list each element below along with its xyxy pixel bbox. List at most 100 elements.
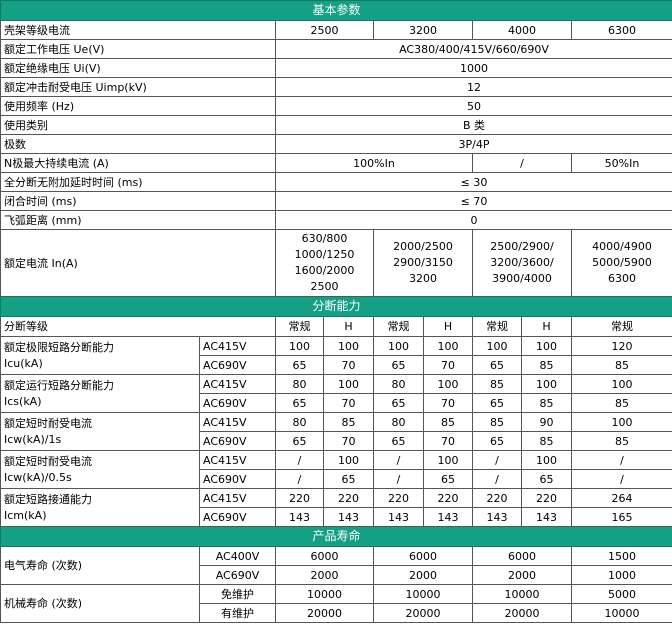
value-cell: 100 [521,336,572,356]
row-label: N极最大持续电流 (A) [0,153,276,173]
row-label: 额定短时耐受电流 Icw(kA)/1s [0,412,200,451]
table-row: 使用频率 (Hz) 50 [0,96,672,116]
value-cell: 0 [274,210,672,230]
value-cell: 6000 [373,546,473,566]
value-cell: 120 [570,336,672,356]
value-cell: ≤ 70 [274,191,672,211]
value-cell: 143 [521,507,572,527]
value-cell: 20000 [275,603,374,623]
value-cell: 100 [275,336,324,356]
text-line: Ics(kA) [4,394,42,408]
voltage-cell: AC415V [199,374,276,394]
grade-header: H [323,316,374,337]
voltage-cell: AC415V [199,336,276,356]
row-label: 额定短路接通能力 Icm(kA) [0,488,200,527]
value-cell: 1000 [570,565,672,585]
grade-header: 常规 [275,316,324,337]
value-cell: 70 [423,393,473,413]
value-cell: 100 [423,336,473,356]
voltage-cell: AC415V [199,412,276,432]
text-line: 额定短时耐受电流 [4,416,92,430]
value-cell: 65 [472,393,522,413]
text-line: Icw(kA)/1s [4,432,62,446]
table-row: 分断能力 [0,296,672,317]
table-row: 极数 3P/4P [0,134,672,154]
table-row: 额定短路接通能力 Icm(kA) AC415V 220 220 220 220 220 220 2… [0,488,672,527]
row-label: 额定绝缘电压 Ui(V) [0,58,276,78]
value-cell: 20000 [373,603,473,623]
value-cell: 70 [323,431,374,451]
value-cell: 1000 [274,58,672,78]
table-row: 全分断无附加延时时间 (ms) ≤ 30 [0,172,672,192]
text-line: 2900/3150 [393,256,453,269]
text-line: 额定短时耐受电流 [4,454,92,468]
grade-header: H [423,316,473,337]
table-row: AC690V 65 70 65 70 65 85 85 [1,431,672,451]
table-row: AC690V/65/65/65/ [1,469,672,489]
table-row: 额定短时耐受电流 Icw(kA)/1s AC415V 80 85 80 85 85 90 100 [0,412,672,451]
table-row: 基本参数 [0,0,672,21]
value-cell: 65 [323,469,374,489]
value-cell: 100 [570,412,672,432]
value-cell: 70 [323,355,374,375]
condition-cell: AC690V [199,565,276,585]
text-line: Icu(kA) [4,356,43,370]
value-cell: / [570,469,672,489]
table-row: 产品寿命 [0,526,672,547]
row-label: 飞弧距离 (mm) [0,210,276,230]
text-line: 3900/4000 [492,272,552,285]
value-cell: 50 [274,96,672,116]
value-cell: / [472,469,522,489]
value-cell: 90 [521,412,572,432]
row-label: 额定电流 In(A) [0,229,276,297]
value-cell: 65 [472,431,522,451]
value-cell: 65 [373,431,424,451]
row-label: 机械寿命 (次数) [0,584,200,623]
value-cell: 143 [423,507,473,527]
value-cell: 20000 [472,603,572,623]
value-cell: 6000 [275,546,374,566]
value-cell: 100 [570,374,672,394]
value-cell: 2000 [373,565,473,585]
text-line: 4000/4900 [592,240,652,253]
value-cell: 100 [472,336,522,356]
value-cell: 2000/2500 2900/3150 3200 [373,229,473,297]
value-cell: / [373,450,424,470]
value-cell: 80 [275,374,324,394]
value-cell: 85 [472,412,522,432]
value-cell: 143 [472,507,522,527]
value-cell: 1500 [570,546,672,566]
table-row: 机械寿命 (次数) 免维护 10000 10000 10000 5000 [0,584,672,623]
value-cell: 220 [275,488,324,508]
value-cell: ≤ 30 [274,172,672,192]
value-cell: 100 [323,450,374,470]
value-cell: 10000 [275,584,374,604]
value-cell: 2500 [275,20,374,40]
condition-cell: 有维护 [199,603,276,623]
condition-cell: 免维护 [199,584,276,604]
value-cell: 12 [274,77,672,97]
value-cell: 70 [323,393,374,413]
grade-header: 常规 [472,316,522,337]
table-row: 电气寿命 (次数) AC400V 6000 6000 6000 1500 [0,546,672,585]
value-cell: 65 [275,431,324,451]
text-line: 额定运行短路分断能力 [4,378,114,392]
value-cell: 3200 [373,20,473,40]
table-row: 额定短时耐受电流 Icw(kA)/0.5s AC415V/100/100/100/ [0,450,672,489]
table-row: 额定冲击耐受电压 Uimp(kV) 12 [0,77,672,97]
table-row: 额定电流 In(A) 630/800 1000/1250 1600/2000 2500 2… [0,229,672,297]
row-label: 使用频率 (Hz) [0,96,276,116]
row-label: 额定冲击耐受电压 Uimp(kV) [0,77,276,97]
row-label: 使用类别 [0,115,276,135]
section-title: 分断能力 [0,296,672,317]
value-cell: 220 [521,488,572,508]
value-cell: 65 [423,469,473,489]
value-cell: 4000 [472,20,572,40]
value-cell: 100%In [275,153,473,173]
value-cell: 220 [373,488,424,508]
table-row: 使用类别 B 类 [0,115,672,135]
row-label: 极数 [0,134,276,154]
value-cell: 85 [423,412,473,432]
